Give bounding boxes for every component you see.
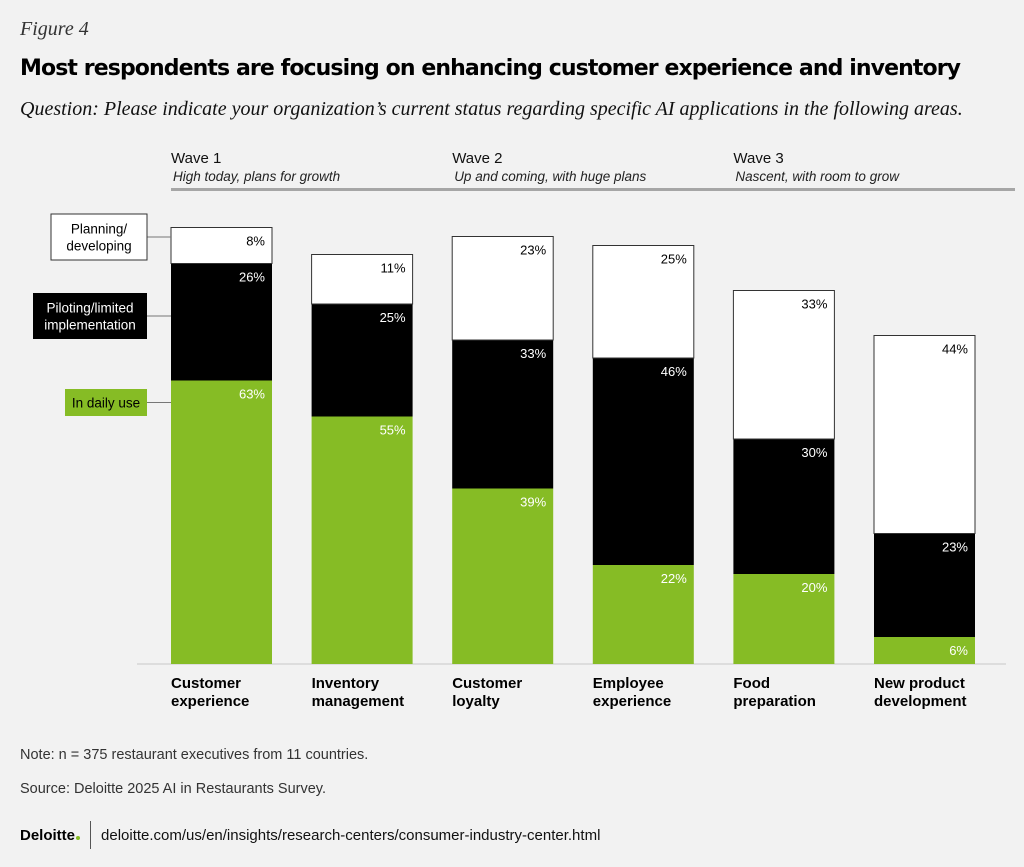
wave-title: Wave 2 [452,150,502,167]
legend-label: implementation [44,318,136,333]
data-label: 33% [801,297,827,312]
wave-rule [733,188,1015,191]
wave-description: Up and coming, with huge plans [454,169,646,184]
data-label: 39% [520,495,546,510]
figure-label: Figure 4 [20,18,89,40]
data-label: 46% [661,364,687,379]
data-label: 22% [661,571,687,586]
bar-segment [452,340,554,489]
data-label: 25% [661,252,687,267]
legend-label: developing [66,239,131,254]
wave-title: Wave 1 [171,150,221,167]
category-label: Customer [171,675,241,692]
bar-segment [874,533,975,637]
data-label: 20% [801,580,827,595]
category-label: development [874,693,967,710]
legend-swatch [33,293,147,339]
data-label: 8% [246,234,265,249]
deloitte-logo: Deloitte [20,826,81,844]
chart-note: Note: n = 375 restaurant executives from… [20,747,369,763]
data-label: 63% [239,387,265,402]
bar-segment [592,245,695,359]
category-label: Employee [593,675,664,692]
data-label: 6% [949,643,968,658]
bar-segment [732,290,835,440]
category-label: Customer [452,675,522,692]
chart-source: Source: Deloitte 2025 AI in Restaurants … [20,781,327,797]
category-label: New product [874,675,965,692]
data-label: 55% [380,423,406,438]
bar-segment [592,358,694,565]
category-label: preparation [733,693,816,710]
legend-label: Planning/ [71,222,128,237]
data-label: 23% [942,540,968,555]
wave-description: High today, plans for growth [173,169,340,184]
data-label: 44% [942,342,968,357]
data-label: 26% [239,270,265,285]
category-label: Food [733,675,770,692]
bar-segment [170,227,273,264]
category-label: experience [171,693,249,710]
legend-swatch [50,213,148,261]
bar-segment [733,574,835,664]
category-label: management [312,693,405,710]
footer: Deloitte deloitte.com/us/en/insights/res… [20,820,600,850]
bar-segment [733,439,835,574]
category-label: experience [593,693,671,710]
bar-segment [873,335,976,534]
wave-description: Nascent, with room to grow [735,169,900,184]
bar-segment [311,304,413,417]
bar-segment [311,416,413,664]
wave-rule [171,188,453,191]
legend-label: In daily use [72,396,140,411]
data-label: 25% [380,310,406,325]
wave-rule [452,188,734,191]
logo-dot-icon [76,835,81,840]
stacked-bar-chart: Wave 1 High today, plans for growth Wave 2… [33,150,1015,710]
bar-segment [171,263,272,381]
bar-segment [452,488,554,664]
logo-text: Deloitte [20,826,76,844]
chart-question: Question: Please indicate your organizat… [20,98,963,120]
data-label: 11% [381,261,406,276]
legend-label: Piloting/limited [46,301,133,316]
chart-title: Most respondents are focusing on enhanci… [20,56,961,81]
footer-divider [90,821,92,849]
data-label: 23% [520,243,546,258]
data-label: 33% [520,346,546,361]
bar-segment [451,236,554,341]
category-label: loyalty [452,693,500,710]
wave-title: Wave 3 [733,150,783,167]
bar-segment [592,565,694,664]
bar-segment [171,380,272,664]
category-label: Inventory [312,675,380,692]
bar-segment [874,637,975,664]
data-label: 30% [801,445,827,460]
footer-url: deloitte.com/us/en/insights/research-cen… [101,826,601,844]
bar-segment [311,254,414,305]
legend-swatch [65,389,147,416]
